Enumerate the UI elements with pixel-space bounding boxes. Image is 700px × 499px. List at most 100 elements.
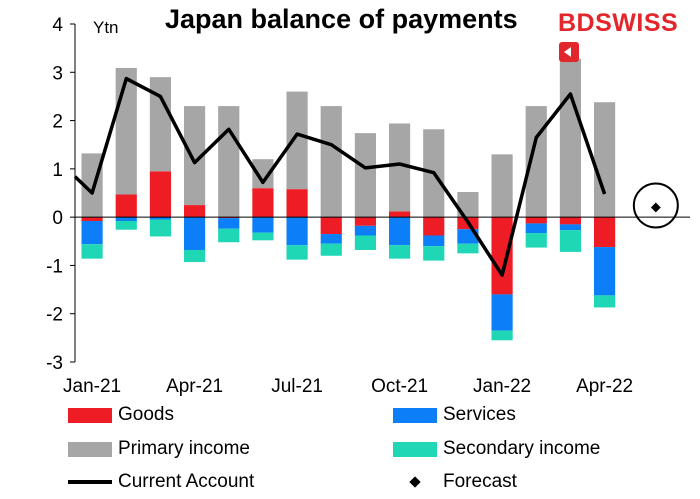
bar-secondary bbox=[320, 243, 342, 256]
legend-goods: Goods bbox=[68, 404, 174, 426]
bar-secondary bbox=[559, 230, 582, 252]
legend-label-current-account: Current Account bbox=[118, 471, 255, 492]
bar-goods bbox=[286, 189, 308, 218]
legend-label-secondary: Secondary income bbox=[443, 438, 601, 459]
x-tick-label: Oct-21 bbox=[371, 376, 428, 397]
legend-current-account: Current Account bbox=[68, 471, 254, 493]
bar-primary bbox=[218, 106, 240, 218]
bar-services bbox=[252, 217, 274, 233]
bar-secondary bbox=[525, 233, 547, 248]
bar-secondary bbox=[593, 295, 616, 308]
y-tick-label: -1 bbox=[46, 256, 63, 277]
y-tick-label: -3 bbox=[46, 353, 63, 374]
bar-goods bbox=[149, 171, 172, 218]
current-account-line bbox=[73, 76, 607, 277]
y-tick-label: 2 bbox=[52, 112, 63, 133]
bar-services bbox=[423, 235, 445, 247]
bar-goods bbox=[183, 205, 206, 218]
bar-services bbox=[218, 218, 240, 229]
legend-label-forecast: Forecast bbox=[443, 471, 517, 492]
bar-secondary bbox=[149, 219, 172, 237]
bar-goods bbox=[81, 217, 103, 222]
bar-primary bbox=[354, 133, 377, 218]
bar-services bbox=[286, 217, 308, 246]
legend-primary: Primary income bbox=[68, 438, 250, 460]
y-tick-label: 3 bbox=[52, 63, 63, 84]
unit-label: Ytn bbox=[93, 18, 119, 37]
bar-goods bbox=[559, 217, 582, 225]
legend-label-goods: Goods bbox=[118, 404, 174, 425]
line-layer bbox=[73, 76, 679, 277]
legend-swatch-services bbox=[393, 407, 437, 423]
bar-goods bbox=[388, 211, 411, 218]
legend-label-services: Services bbox=[443, 404, 516, 425]
bar-primary bbox=[183, 106, 206, 206]
bar-services bbox=[388, 217, 411, 246]
bar-services bbox=[149, 217, 172, 220]
x-tick-label: Apr-22 bbox=[576, 376, 633, 397]
brand-logo: BDSWISS bbox=[558, 9, 700, 67]
legend-swatch-forecast bbox=[393, 475, 437, 490]
bar-goods bbox=[491, 217, 513, 295]
bar-primary bbox=[149, 77, 172, 172]
bar-goods bbox=[423, 217, 445, 236]
bar-services bbox=[320, 234, 342, 244]
bar-secondary bbox=[286, 245, 308, 260]
legend-swatch-primary bbox=[68, 441, 112, 457]
legend-services: Services bbox=[393, 404, 516, 426]
x-tick-label: Jan-22 bbox=[473, 376, 531, 397]
bar-primary bbox=[525, 106, 547, 218]
bar-services bbox=[491, 294, 513, 331]
legend-swatch-secondary bbox=[393, 441, 437, 457]
bar-services bbox=[559, 224, 582, 231]
y-tick-label: -2 bbox=[46, 305, 63, 326]
bar-primary bbox=[457, 192, 479, 218]
bar-secondary bbox=[218, 228, 240, 243]
bar-services bbox=[593, 247, 616, 296]
legend-forecast: Forecast bbox=[393, 471, 517, 493]
bar-goods bbox=[320, 217, 342, 235]
bar-secondary bbox=[354, 235, 377, 250]
bar-goods bbox=[525, 217, 547, 224]
bar-secondary bbox=[115, 221, 137, 230]
bar-goods bbox=[593, 217, 616, 248]
x-tick-label: Apr-21 bbox=[166, 376, 223, 397]
bar-secondary bbox=[457, 243, 479, 254]
logo-swiss: SWISS bbox=[595, 9, 679, 37]
bar-primary bbox=[388, 123, 411, 212]
bar-services bbox=[81, 221, 103, 245]
bar-secondary bbox=[491, 330, 513, 341]
bar-primary bbox=[491, 154, 513, 218]
bar-primary bbox=[559, 58, 582, 218]
bar-layer bbox=[81, 58, 616, 341]
legend-swatch-current-account bbox=[68, 480, 112, 484]
legend-label-primary: Primary income bbox=[118, 438, 250, 459]
bar-secondary bbox=[252, 232, 274, 241]
forecast-marker bbox=[650, 202, 661, 213]
bar-secondary bbox=[81, 244, 103, 259]
x-tick-label: Jan-21 bbox=[63, 376, 121, 397]
chart-title: Japan balance of payments bbox=[165, 4, 518, 34]
bar-services bbox=[183, 217, 206, 250]
bar-primary bbox=[115, 67, 137, 195]
bar-goods bbox=[354, 217, 377, 226]
bar-services bbox=[115, 217, 137, 222]
x-tick-label: Jul-21 bbox=[271, 376, 323, 397]
legend-swatch-goods bbox=[68, 407, 112, 423]
bar-primary bbox=[593, 102, 616, 218]
axis-layer: -3 -2 -1 0 1 2 3 4 Jan-21 Apr-21 Jul-21 Oct-21 Jan-2… bbox=[46, 15, 690, 397]
bar-secondary bbox=[183, 249, 206, 263]
y-tick-label: 1 bbox=[52, 160, 63, 181]
forecast-highlight-circle bbox=[632, 182, 679, 229]
bar-services bbox=[354, 225, 377, 236]
bar-primary bbox=[320, 106, 342, 218]
logo-swiss-cross-icon bbox=[559, 42, 579, 62]
bar-secondary bbox=[388, 245, 411, 259]
bar-goods bbox=[252, 188, 274, 218]
y-tick-label: 0 bbox=[52, 208, 63, 229]
bar-primary bbox=[286, 91, 308, 190]
y-tick-label: 4 bbox=[52, 15, 63, 36]
legend-secondary: Secondary income bbox=[393, 438, 600, 460]
bar-primary bbox=[252, 159, 274, 189]
